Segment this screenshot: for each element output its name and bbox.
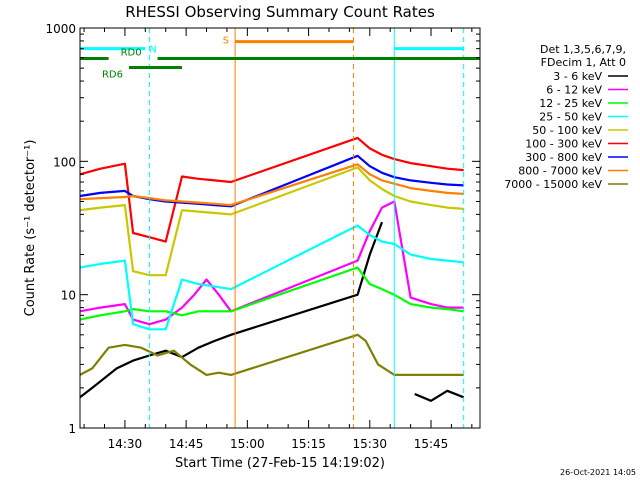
legend-label-8: 800 - 7000 keV xyxy=(518,165,602,178)
series-layer xyxy=(79,136,465,402)
legend-label-5: 50 - 100 keV xyxy=(532,124,602,137)
series-line-5 xyxy=(79,166,464,277)
plot-frame xyxy=(79,27,481,429)
interval-lines-layer xyxy=(79,28,465,428)
legend-label-3: 12 - 25 keV xyxy=(539,97,602,110)
y-tick-label-1: 1 xyxy=(68,422,76,436)
series-line-6 xyxy=(79,136,464,243)
x-tick-label-3: 15:00 xyxy=(230,437,265,451)
y-tick-label-4: 1000 xyxy=(45,22,76,36)
attenuator-bars-layer: N S RD0 RD6 xyxy=(80,36,480,81)
legend-label-9: 7000 - 15000 keV xyxy=(504,178,602,191)
y-tick-label-3: 100 xyxy=(53,155,76,169)
axes-layer: 14:30 14:45 15:00 15:15 15:30 15:45 1 10 100 1000 xyxy=(45,22,480,451)
legend-label-4: 25 - 50 keV xyxy=(539,111,602,124)
series-line-4 xyxy=(79,224,464,331)
x-tick-label-4: 15:15 xyxy=(291,437,326,451)
interval-label-n: N xyxy=(149,45,156,56)
legend-label-6: 100 - 300 keV xyxy=(525,138,602,151)
series-line-2 xyxy=(79,200,464,326)
footer-date: 26-Oct-2021 14:05 xyxy=(560,468,636,477)
chart-title: RHESSI Observing Summary Count Rates xyxy=(125,3,435,21)
x-tick-label-6: 15:45 xyxy=(414,437,449,451)
y-axis-label: Count Rate (s⁻¹ detector⁻¹) xyxy=(23,140,38,317)
interval-label-rd6: RD6 xyxy=(102,70,123,81)
legend-label-2: 6 - 12 keV xyxy=(546,84,602,97)
legend-header-line-2: FDecim 1, Att 0 xyxy=(541,56,626,69)
y-tick-label-2: 10 xyxy=(61,289,76,303)
x-axis-label: Start Time (27-Feb-15 14:19:02) xyxy=(175,456,385,471)
x-tick-label-2: 14:45 xyxy=(169,437,204,451)
x-tick-label-5: 15:30 xyxy=(352,437,387,451)
legend-label-7: 300 - 800 keV xyxy=(525,151,602,164)
legend-label-1: 3 - 6 keV xyxy=(553,70,602,83)
legend: Det 1,3,5,6,7,9, FDecim 1, Att 0 3 - 6 k… xyxy=(504,43,628,191)
interval-label-rd0: RD0 xyxy=(121,48,142,59)
x-tick-label-1: 14:30 xyxy=(108,437,143,451)
series-line-9 xyxy=(79,333,464,376)
legend-header-line-1: Det 1,3,5,6,7,9, xyxy=(540,43,626,56)
interval-label-s: S xyxy=(223,36,229,47)
series-line-8 xyxy=(79,163,464,207)
